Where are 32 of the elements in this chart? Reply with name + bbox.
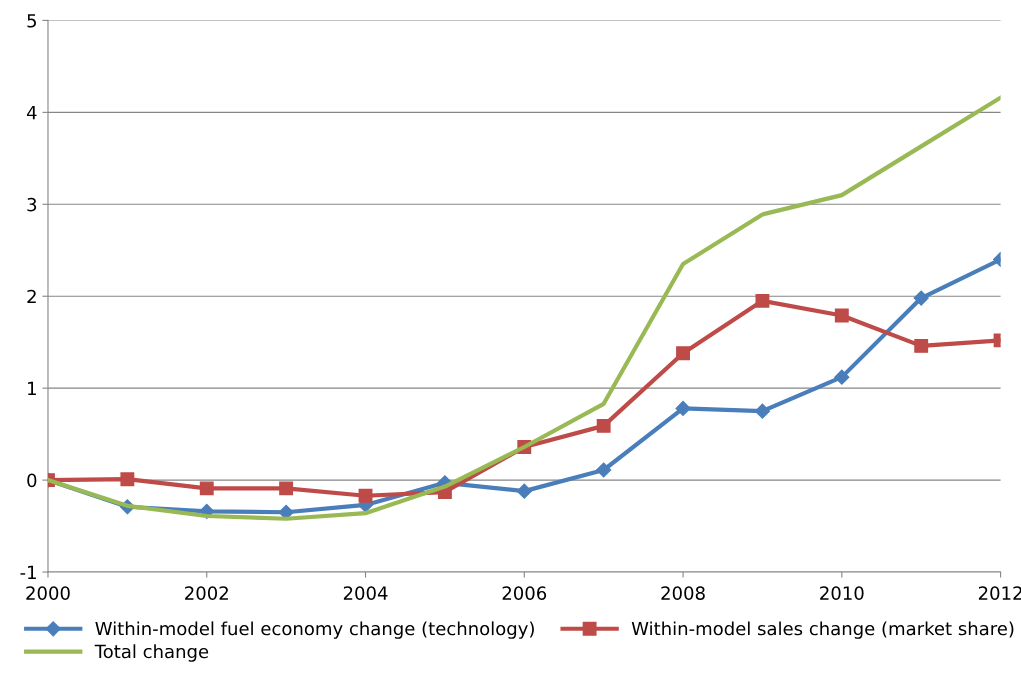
- point: [596, 462, 612, 478]
- point: [676, 346, 690, 361]
- point: [834, 369, 850, 385]
- y-tick-label: 5: [27, 14, 36, 28]
- point: [279, 481, 294, 496]
- point: [120, 472, 135, 487]
- point: [199, 481, 214, 496]
- x-tick-label: 2004: [343, 586, 388, 600]
- point: [516, 483, 532, 499]
- y-tick-label: 3: [27, 197, 37, 212]
- legend-label: Within-model fuel economy change (technology): [95, 621, 534, 639]
- point: [675, 400, 691, 416]
- x-tick-label: 2006: [502, 586, 547, 600]
- legend-label: Total change: [94, 644, 209, 662]
- x-tick-label: 2002: [185, 586, 228, 600]
- point: [913, 290, 929, 306]
- x-tick-label: 2000: [26, 586, 70, 600]
- point: [834, 308, 849, 323]
- point: [358, 488, 373, 503]
- x-tick-label: 2010: [820, 586, 864, 600]
- point: [754, 403, 771, 419]
- point: [914, 338, 929, 353]
- x-tick-label: 2012: [978, 586, 1021, 600]
- y-tick-label: -1: [20, 565, 36, 579]
- point: [596, 418, 611, 433]
- point: [755, 293, 770, 308]
- y-tick-label: 2: [27, 289, 36, 304]
- y-tick-label: 1: [28, 381, 36, 396]
- legend-label: Within-model sales change (market share): [631, 621, 1014, 639]
- y-tick-label: 0: [27, 473, 37, 488]
- x-tick-label: 2008: [661, 586, 705, 600]
- y-tick-label: 4: [26, 106, 37, 120]
